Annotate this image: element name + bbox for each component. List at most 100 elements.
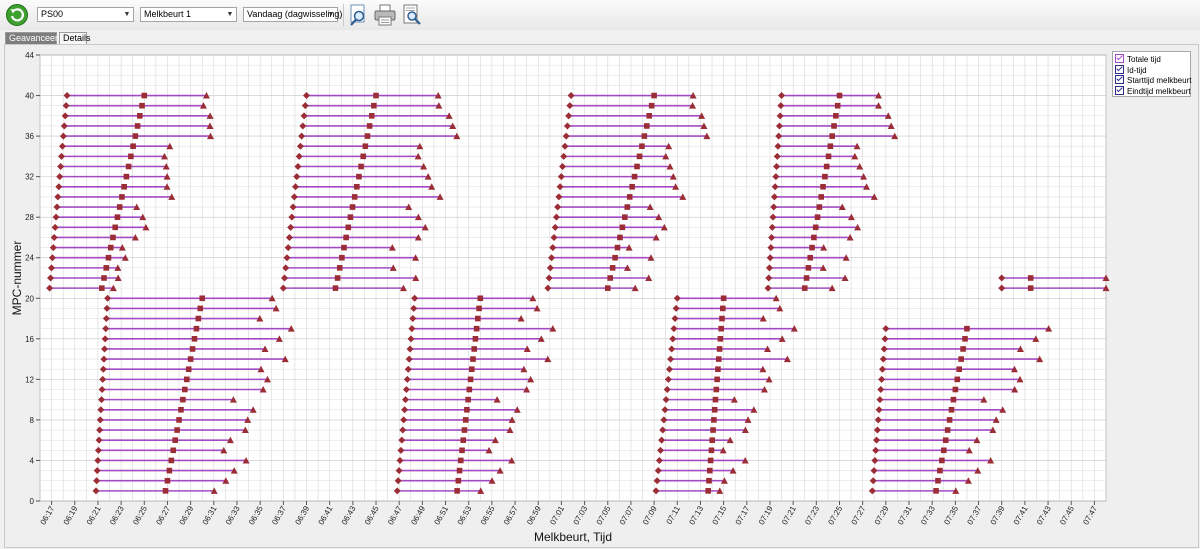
start-time-marker [294,163,302,170]
end-time-marker [851,152,859,160]
id-time-marker [195,315,202,322]
end-time-marker [625,244,633,251]
id-time-marker [710,427,716,433]
id-time-marker [716,346,723,352]
x-tick-label: 06:25 [131,504,149,526]
print-preview-icon[interactable] [399,3,423,27]
start-time-marker [407,335,415,343]
legend-item-id-time[interactable]: Id-tijd [1115,64,1188,76]
start-time-marker [301,102,309,110]
start-time-marker [663,386,671,393]
start-time-marker [49,244,57,252]
start-time-marker [671,315,679,323]
id-time-marker [952,386,959,393]
start-time-marker [871,456,879,464]
id-time-marker [368,113,375,119]
x-tick-label: 06:49 [409,504,427,526]
x-tick-label: 07:01 [548,504,566,526]
end-time-marker [281,355,289,363]
start-time-marker [402,386,410,393]
start-time-marker [96,426,104,434]
end-time-marker [421,223,429,231]
end-time-marker [256,315,264,322]
end-time-marker [424,173,432,180]
id-time-marker [364,133,371,139]
end-time-marker [776,304,784,312]
start-time-marker [776,112,784,120]
start-time-marker [101,345,109,353]
end-time-marker [412,254,420,261]
x-tick-label: 07:03 [572,504,590,526]
start-time-marker [653,477,661,485]
start-time-marker [97,396,105,404]
chevron-down-icon: ▼ [123,11,131,18]
start-time-marker [94,446,102,454]
refresh-icon[interactable] [5,3,29,27]
period-select[interactable]: Vandaag (dagwisseling) ▼ [243,7,342,22]
start-time-marker [102,315,110,323]
end-time-marker [765,375,773,383]
id-time-marker [134,123,141,129]
id-time-marker [132,133,139,139]
id-time-marker [345,224,352,231]
id-time-marker [343,234,349,241]
settings-search-icon[interactable] [347,3,371,27]
x-tick-label: 06:51 [432,504,450,526]
id-time-marker [823,163,830,170]
start-time-marker [878,375,886,383]
y-tick-label: 8 [30,416,35,425]
x-tick-label: 06:55 [479,504,497,526]
end-time-marker [222,477,230,484]
legend-item-start-time[interactable]: Starttijd melkbeurt [1115,75,1191,86]
id-time-marker [356,173,362,180]
id-time-marker [715,366,721,373]
legend-label: Eindtijd melkbeurt [1127,86,1191,96]
start-time-marker [765,264,773,272]
milking-select[interactable]: Melkbeurt 1 ▼ [140,7,237,22]
end-time-marker [860,173,868,180]
end-time-marker [647,254,655,261]
checkbox-icon[interactable] [1115,54,1124,63]
location-select[interactable]: PS00 ▼ [37,7,134,22]
checkbox-icon[interactable] [1115,75,1124,84]
start-time-marker [394,477,402,485]
start-time-marker [556,183,564,191]
id-time-marker [833,113,839,119]
legend-item-end-time[interactable]: Eindtijd melkbeurt [1115,85,1191,97]
id-time-marker [812,224,819,231]
id-time-marker [475,315,481,322]
end-time-marker [820,244,828,251]
id-time-marker [715,356,722,362]
end-time-marker [672,183,680,190]
checkbox-icon[interactable] [1115,64,1124,74]
start-time-marker [46,284,54,292]
start-time-marker [772,173,780,181]
y-tick-label: 16 [25,335,34,344]
end-time-marker [992,416,1000,423]
start-time-marker [554,203,562,211]
end-time-marker [109,284,117,292]
end-time-marker [268,294,276,302]
print-icon[interactable] [373,3,397,27]
tab-details[interactable]: Details [59,32,91,44]
x-tick-label: 07:47 [1081,504,1099,526]
start-time-marker [50,233,58,241]
start-time-marker [303,92,310,100]
start-time-marker [662,396,670,404]
id-time-marker [464,406,470,413]
id-time-marker [604,285,611,291]
id-time-marker [197,305,204,312]
end-time-marker [1016,345,1024,352]
id-time-marker [958,356,964,362]
end-time-marker [1045,325,1053,332]
checkbox-icon[interactable] [1115,85,1124,95]
legend-item-total-time[interactable]: Totale tijd [1115,54,1188,65]
id-time-marker [128,153,134,160]
tab-advanced[interactable]: Geavanceerd [5,32,63,44]
x-tick-label: 07:31 [896,504,914,526]
start-time-marker [281,274,289,282]
id-time-marker [460,437,467,443]
end-time-marker [139,213,147,221]
id-time-marker [189,346,196,352]
id-time-marker [125,163,132,170]
